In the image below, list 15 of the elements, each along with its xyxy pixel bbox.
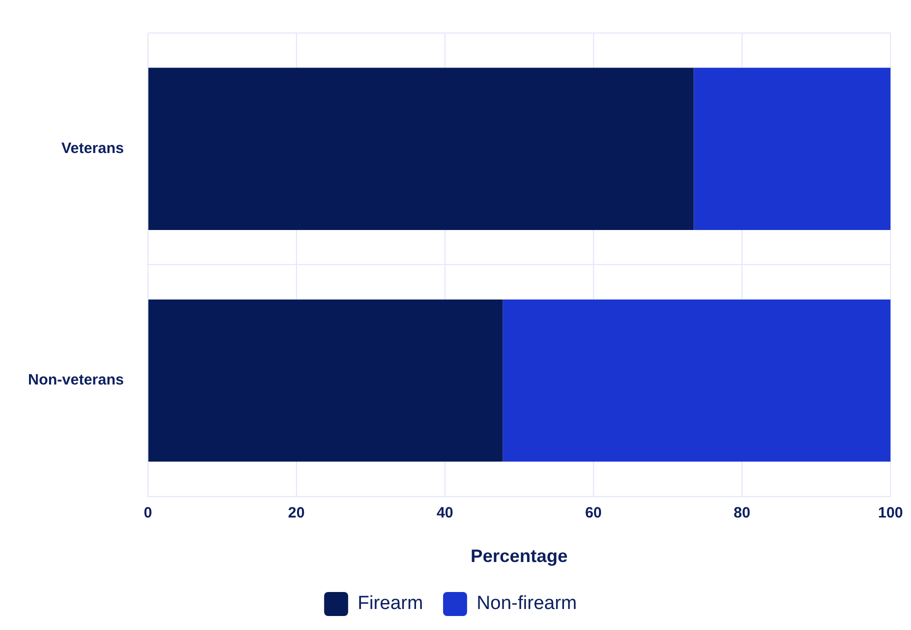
x-tick-label: 40 [436,504,454,522]
bar [148,68,694,230]
bar [694,68,890,230]
x-tick-label: 100 [878,504,903,522]
legend-label: Firearm [358,593,424,614]
bar [502,299,890,462]
y-tick-label: Veterans [61,140,124,157]
x-tick-label: 60 [585,504,602,522]
x-tick-label: 20 [288,504,305,522]
y-tick-label: Non-veterans [28,372,124,389]
x-tick-label: 0 [144,504,152,522]
x-tick-label: 80 [734,504,750,522]
x-axis-title: Percentage [470,546,568,566]
legend-label: Non-firearm [476,593,577,614]
bar [148,299,503,462]
